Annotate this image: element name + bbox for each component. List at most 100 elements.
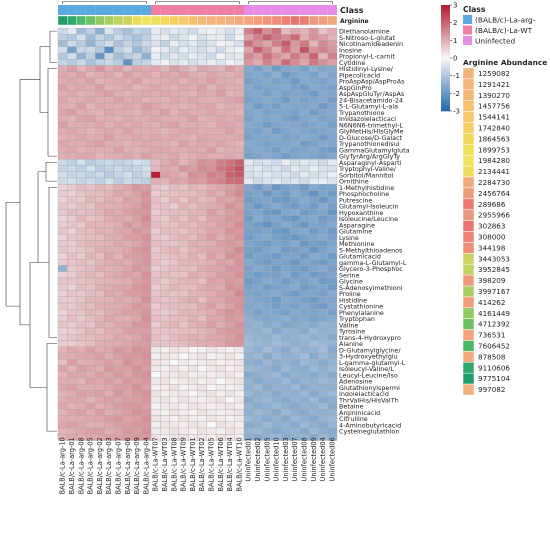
heatmap-cell [206, 71, 217, 79]
color-scale-swatch [441, 50, 450, 53]
heatmap-cell [169, 271, 180, 279]
heatmap-cell [215, 365, 226, 372]
row-label: Citrulline [339, 415, 368, 423]
heatmap-cell [234, 140, 245, 147]
heatmap-cell [188, 209, 198, 216]
heatmap-cell [67, 140, 77, 147]
heatmap-cell [67, 127, 77, 135]
heatmap-cell [318, 396, 328, 404]
heatmap-cell [318, 209, 328, 216]
heatmap-cell [243, 96, 254, 104]
heatmap-cell [234, 321, 245, 329]
heatmap-cell [85, 409, 96, 416]
heatmap-cell [299, 359, 310, 366]
heatmap-cell [234, 115, 245, 122]
heatmap-cell [215, 140, 226, 147]
heatmap-cell [206, 334, 217, 341]
heatmap-cell [215, 277, 226, 285]
heatmap-cell [253, 409, 263, 416]
heatmap-cell [113, 34, 124, 41]
heatmap-cell [141, 140, 152, 147]
heatmap-cell [243, 40, 254, 47]
row-label: Serine [339, 271, 359, 279]
heatmap-cell [150, 371, 161, 379]
heatmap-cell [271, 377, 282, 385]
heatmap-cell [67, 52, 77, 60]
heatmap-cell [290, 265, 300, 272]
color-scale-swatch [441, 27, 450, 31]
heatmap-cell [271, 371, 282, 379]
heatmap-cell [104, 52, 114, 60]
row-label: Indolelacticacid [339, 390, 389, 398]
heatmap-cell [160, 259, 170, 266]
heatmap-cell [225, 409, 235, 416]
heatmap-cell [271, 215, 282, 222]
heatmap-cell [85, 296, 96, 304]
heatmap-cell [113, 215, 124, 222]
heatmap-cell [85, 34, 96, 41]
heatmap-cell [141, 59, 152, 66]
heatmap-cell [327, 190, 338, 197]
heatmap-cell [122, 196, 133, 204]
heatmap-cell [327, 215, 338, 222]
heatmap-cell [271, 27, 282, 35]
heatmap-cell [113, 96, 124, 104]
heatmap-cell [225, 165, 235, 172]
arginine-annotation-cell [215, 15, 226, 26]
heatmap-cell [141, 159, 152, 166]
heatmap-cell [253, 59, 263, 66]
heatmap-cell [132, 127, 142, 135]
row-label: Asparaginyl-Asparti [339, 159, 402, 167]
heatmap-cell [104, 252, 114, 260]
column-dendrogram [62, 1, 333, 4]
heatmap-cell [271, 184, 282, 191]
heatmap-cell [85, 40, 96, 47]
heatmap-cell [243, 365, 254, 372]
row-label: Glutamine [339, 228, 372, 236]
heatmap-cell [178, 65, 189, 72]
heatmap-cell [178, 427, 189, 435]
heatmap-cell [169, 246, 180, 254]
heatmap-cell [141, 240, 152, 247]
heatmap-cell [132, 290, 142, 297]
heatmap-cell [169, 121, 180, 129]
color-scale-swatch [441, 29, 450, 32]
heatmap-cell [290, 377, 300, 385]
heatmap-cell [253, 109, 263, 116]
heatmap-cell [299, 84, 310, 91]
heatmap-cell [318, 402, 328, 410]
heatmap-cell [76, 109, 87, 116]
heatmap-cell [206, 90, 217, 97]
heatmap-cell [281, 265, 291, 272]
heatmap-cell [253, 184, 263, 191]
heatmap-cell [113, 352, 124, 360]
heatmap-cell [234, 377, 245, 385]
heatmap-cell [197, 209, 207, 216]
heatmap-cell [197, 77, 207, 85]
heatmap-cell [169, 352, 180, 360]
heatmap-cell [290, 52, 300, 60]
heatmap-cell [253, 377, 263, 385]
color-scale-swatch [441, 79, 450, 82]
heatmap-cell [85, 202, 96, 210]
arginine-legend-swatch [462, 176, 475, 189]
heatmap-cell [206, 96, 217, 104]
heatmap-cell [299, 290, 310, 297]
heatmap-cell [308, 377, 319, 385]
heatmap-cell [132, 246, 142, 254]
color-scale-swatch [441, 15, 450, 18]
heatmap-cell [57, 215, 68, 222]
heatmap-cell [290, 96, 300, 104]
heatmap-cell [308, 290, 319, 297]
heatmap-cell [271, 65, 282, 72]
heatmap-cell [215, 209, 226, 216]
heatmap-cell [160, 46, 170, 54]
heatmap-cell [57, 252, 68, 260]
heatmap-cell [281, 140, 291, 147]
heatmap-cell [95, 96, 105, 104]
heatmap-cell [122, 221, 133, 229]
heatmap-cell [178, 52, 189, 60]
heatmap-cell [169, 421, 180, 429]
heatmap-cell [281, 415, 291, 422]
heatmap-cell [271, 109, 282, 116]
